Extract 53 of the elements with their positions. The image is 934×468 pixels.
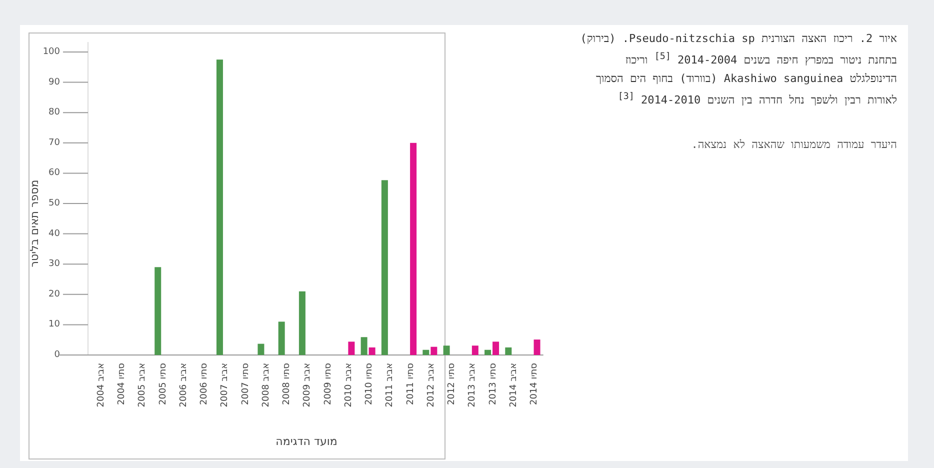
- bar: [348, 342, 355, 355]
- y-tick-label: 100: [42, 47, 60, 57]
- x-tick-label: סתיו 2006: [200, 362, 210, 405]
- y-tick-label: 10: [48, 320, 60, 330]
- text: היעדר עמודה משמעותו שהאצה לא נמצאה.: [690, 137, 897, 153]
- x-tick-label: אביב 2009: [302, 363, 313, 408]
- x-tick-label: אביב 2006: [178, 363, 189, 408]
- y-tick-label: 90: [48, 77, 60, 88]
- bar: [278, 322, 285, 355]
- x-tick-label: סתיו 2011: [406, 362, 416, 405]
- x-tick-label: אביב 2014: [508, 363, 519, 408]
- bar: [430, 346, 438, 355]
- x-tick-label: אביב 2011: [385, 363, 396, 408]
- y-tick-label: 30: [48, 259, 60, 270]
- bar: [484, 350, 492, 355]
- x-tick-label: סתיו 2010: [364, 362, 375, 405]
- x-tick-label: סתיו 2014: [530, 362, 540, 405]
- x-tick-label: סתיו 2007: [240, 362, 251, 405]
- bar: [360, 337, 368, 355]
- bar: [381, 180, 388, 355]
- bar: [492, 342, 500, 355]
- x-tick-label: סתיו 2012: [447, 362, 458, 405]
- bar: [505, 347, 512, 355]
- x-tick-label: אביב 2010: [344, 363, 354, 408]
- x-tick-label: סתיו 2013: [488, 362, 498, 405]
- bar: [443, 346, 450, 355]
- x-tick-label: אביב 2007: [220, 363, 230, 408]
- y-tick-label: 70: [48, 138, 60, 148]
- x-tick-label: סתיו 2009: [323, 362, 334, 405]
- bar: [410, 142, 417, 355]
- y-tick-label: 60: [48, 168, 60, 178]
- bar: [154, 267, 162, 355]
- bar: [298, 291, 306, 355]
- bar: [472, 346, 478, 355]
- x-tick-label: אביב 2008: [261, 363, 272, 408]
- x-tick-label: סתיו 2005: [158, 362, 168, 405]
- x-tick-label: אביב 2005: [138, 363, 148, 408]
- bar: [216, 60, 223, 355]
- x-tick-label: סתיו 2004: [117, 362, 128, 405]
- x-tick-label: סתיו 2008: [282, 362, 292, 405]
- y-axis-title: מספר תאים בליטר: [28, 180, 41, 268]
- x-tick-label: אביב 2004: [96, 363, 106, 408]
- bar: [368, 347, 376, 355]
- y-tick-label: 40: [48, 228, 60, 239]
- x-tick-label: אביב 2013: [468, 363, 478, 408]
- x-axis-title: מועד הדגימה: [276, 435, 338, 448]
- bar: [258, 344, 264, 355]
- y-tick-label: 50: [48, 198, 60, 208]
- y-tick-label: 80: [48, 108, 60, 118]
- bar: [534, 340, 540, 355]
- x-tick-label: אביב 2012: [426, 363, 436, 408]
- y-tick-label: 20: [48, 289, 60, 300]
- bar: [422, 350, 430, 355]
